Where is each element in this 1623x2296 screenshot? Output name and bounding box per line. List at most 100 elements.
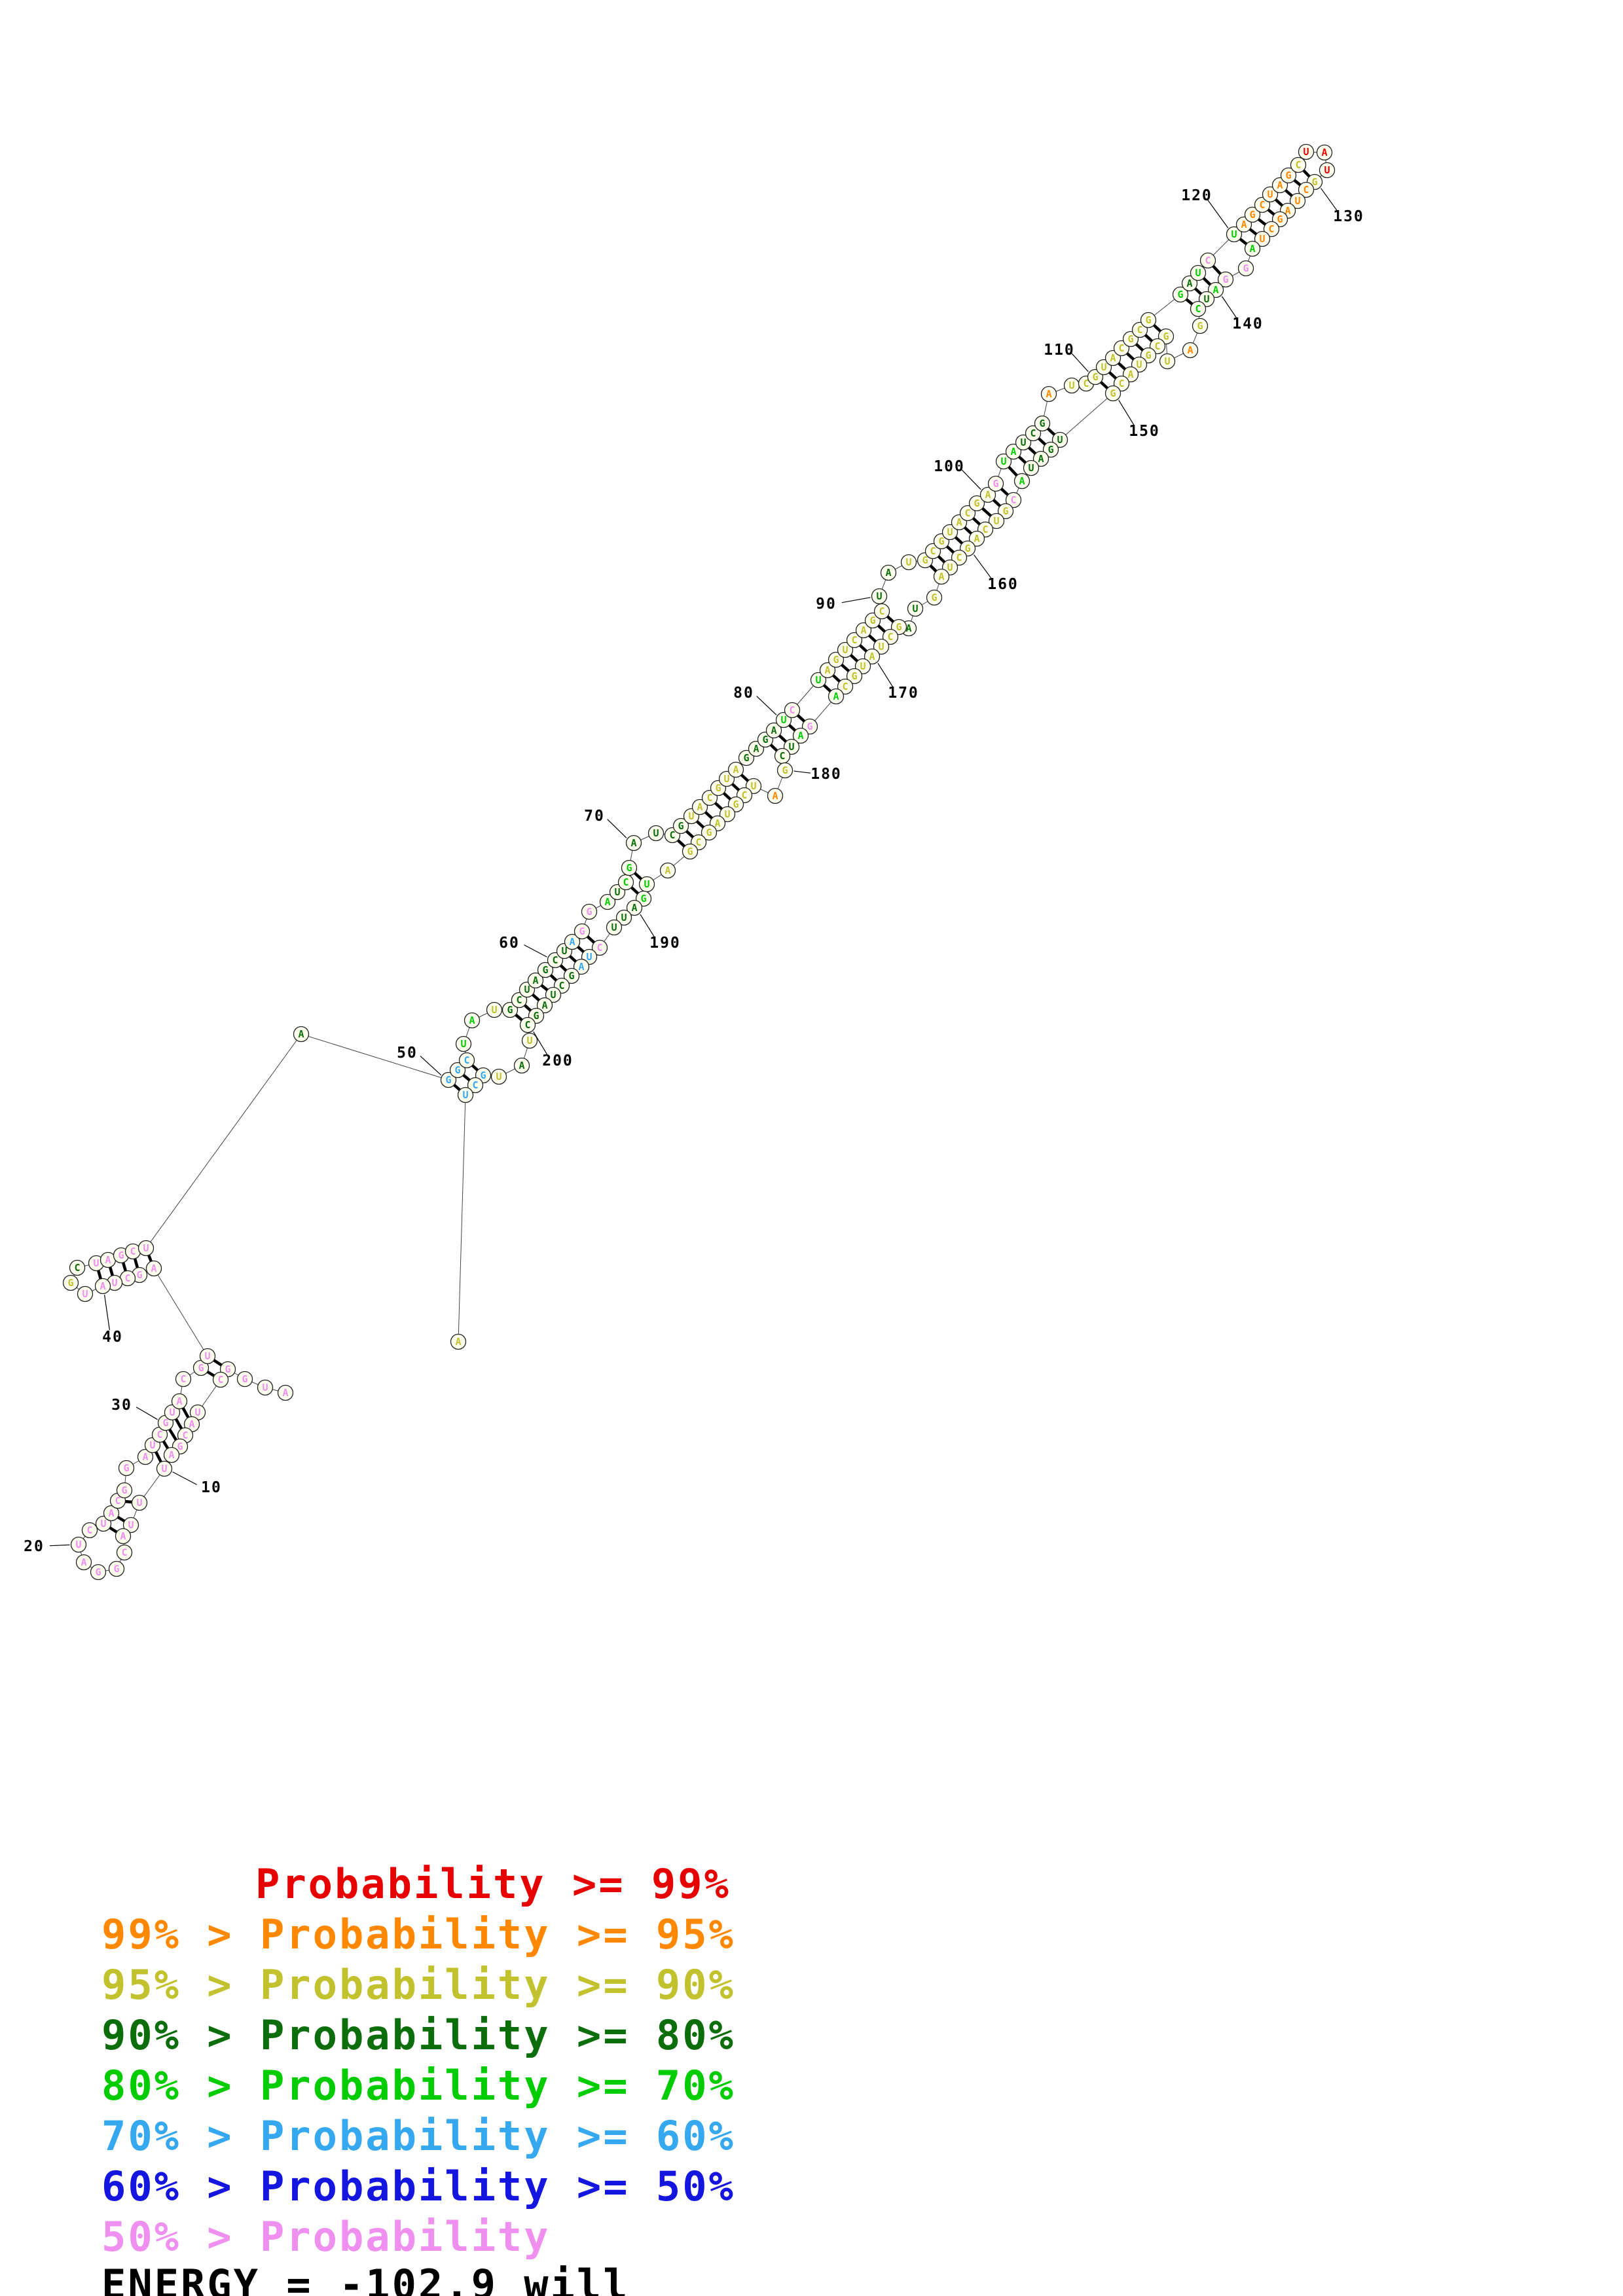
nucleotide-letter: U (723, 773, 729, 785)
nucleotide-letter: A (108, 1507, 114, 1519)
nucleotide-circle (968, 530, 985, 547)
nucleotide-letter: G (136, 1269, 142, 1281)
nucleotide-circle (574, 923, 591, 940)
nucleotide-node: A (573, 958, 590, 975)
nucleotide-letter: U (143, 1242, 149, 1254)
nucleotide-circle (449, 1062, 466, 1079)
nucleotide-letter: G (931, 592, 937, 603)
nucleotide-circle (1290, 156, 1307, 173)
nucleotide-node: A (527, 972, 544, 989)
nucleotide-circle (1217, 271, 1234, 288)
label-leader-line (607, 819, 627, 838)
nucleotide-circle (69, 1259, 86, 1276)
nucleotide-node: U (871, 588, 888, 605)
nucleotide-letter: G (95, 1566, 101, 1578)
nucleotide-node: C (784, 702, 801, 719)
nucleotide-letter: G (1277, 213, 1283, 225)
nucleotide-letter: U (128, 1519, 134, 1531)
nucleotide-letter: U (1203, 293, 1209, 305)
nucleotide-node: A (145, 1260, 162, 1277)
nucleotide-circle (907, 600, 924, 617)
nucleotide-node: G (574, 923, 591, 940)
nucleotide-circle (926, 589, 943, 606)
position-label: 180 (811, 766, 842, 783)
position-label: 50 (397, 1045, 418, 1062)
nucleotide-letter: C (596, 942, 602, 954)
nucleotide-letter: A (120, 1530, 126, 1542)
nucleotide-node: C (116, 1544, 133, 1561)
nucleotide-letter: G (1127, 333, 1133, 345)
nucleotide-letter: U (496, 1071, 501, 1083)
nucleotide-circle (819, 662, 836, 679)
nucleotide-letter: C (887, 631, 893, 643)
nucleotide-node: U (900, 554, 917, 571)
nucleotide-node: C (124, 1243, 141, 1260)
nucleotide-letter: U (149, 1439, 155, 1451)
nucleotide-letter: C (1010, 494, 1016, 506)
position-label: 150 (1129, 423, 1160, 440)
nucleotide-letter: G (67, 1277, 73, 1289)
nucleotide-node: C (882, 628, 899, 645)
nucleotide-circle (1159, 353, 1176, 370)
nucleotide-circle (62, 1274, 79, 1291)
nucleotide-circle (647, 825, 665, 842)
nucleotide-node: G (846, 668, 863, 685)
label-leader-line (420, 1056, 442, 1075)
nucleotide-node: U (199, 1348, 216, 1365)
nucleotide-node: U (638, 876, 655, 893)
label-leader-line (103, 1295, 111, 1331)
nucleotide-circle (537, 961, 554, 978)
nucleotide-circle (1226, 226, 1243, 243)
nucleotide-circle (900, 554, 917, 571)
nucleotide-letter: C (1303, 184, 1309, 196)
nucleotide-node: C (846, 632, 863, 649)
nucleotide-node: C (1199, 252, 1216, 269)
nucleotide-circle (164, 1404, 181, 1421)
nucleotide-letter: A (771, 725, 776, 736)
nucleotide-node: U (1063, 377, 1080, 394)
nucleotide-node: G (1192, 317, 1209, 334)
nucleotide-node: C (837, 678, 854, 695)
nucleotide-node: A (855, 622, 872, 639)
nucleotide-circle (765, 722, 782, 739)
nucleotide-node: U (545, 986, 562, 1003)
nucleotide-circle (1181, 275, 1198, 292)
nucleotide-letter: G (1002, 505, 1008, 517)
nucleotide-circle (536, 997, 553, 1014)
label-leader-line (793, 770, 811, 774)
nucleotide-circle (116, 1544, 133, 1561)
nucleotide-letter: A (455, 1336, 461, 1348)
nucleotide-letter: A (1277, 179, 1283, 191)
nucleotide-circle (1190, 264, 1207, 281)
nucleotide-node: A (691, 798, 708, 816)
nucleotide-letter: U (1000, 456, 1006, 467)
nucleotide-circle (837, 641, 854, 658)
label-leader-line (841, 597, 871, 603)
legend-row: 70% > Probability >= 60% (101, 2112, 735, 2160)
nucleotide-circle (828, 651, 845, 668)
nucleotide-letter: G (1222, 274, 1228, 285)
nucleotide-node: G (621, 859, 638, 876)
nucleotide-circle (871, 588, 888, 605)
nucleotide-letter: G (1039, 418, 1045, 429)
nucleotide-circle (81, 1522, 98, 1539)
nucleotide-node: G (449, 1062, 466, 1079)
nucleotide-circle (828, 688, 845, 705)
nucleotide-letter: A (142, 1451, 148, 1463)
nucleotide-circle (90, 1564, 107, 1581)
nucleotide-letter: G (242, 1373, 247, 1385)
nucleotide-circle (145, 1260, 162, 1277)
nucleotide-node: A (979, 486, 996, 503)
nucleotide-node: U (1298, 143, 1315, 160)
nucleotide-letter: G (162, 1417, 168, 1429)
nucleotide-letter: G (1311, 176, 1317, 188)
nucleotide-letter: G (993, 478, 998, 490)
nucleotide-circle (564, 933, 581, 950)
nucleotide-circle (94, 1278, 111, 1295)
nucleotide-letter: A (797, 730, 803, 742)
nucleotide-node: C (1290, 156, 1307, 173)
nucleotide-node: A (626, 899, 643, 916)
nucleotide-letter: G (225, 1363, 230, 1375)
nucleotide-letter: G (1249, 209, 1255, 221)
nucleotide-node: G (537, 961, 554, 978)
